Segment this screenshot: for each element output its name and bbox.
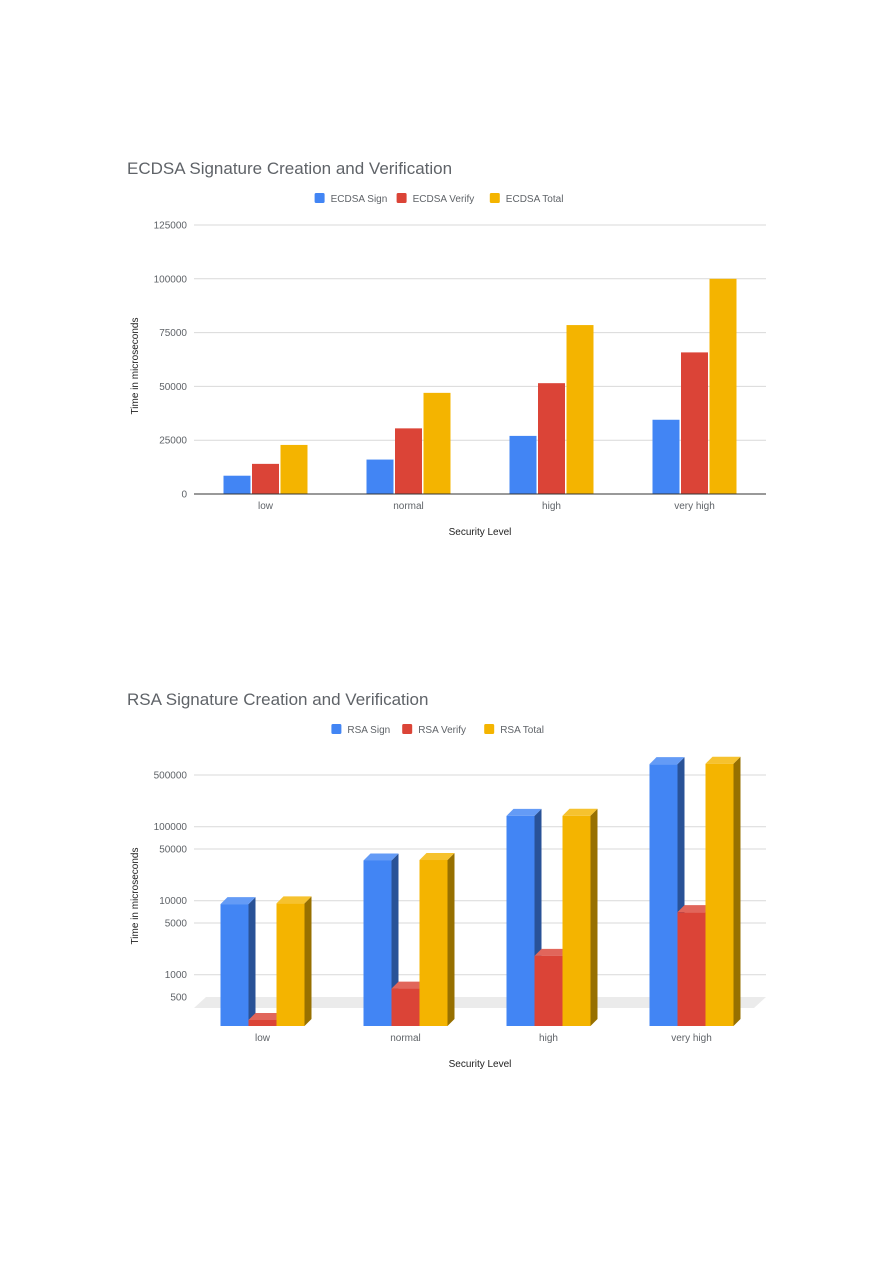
y-tick-label: 50000 xyxy=(159,845,187,856)
y-tick-label: 500000 xyxy=(154,771,188,782)
bar-top xyxy=(506,808,542,816)
legend-label: ECDSA Total xyxy=(506,194,564,205)
bar-side xyxy=(447,853,455,1026)
ecdsa-chart: ECDSA Signature Creation and Verificatio… xyxy=(0,140,893,560)
bar xyxy=(509,435,537,494)
bar-top xyxy=(248,1013,284,1020)
legend-swatch xyxy=(402,724,413,734)
bar-top xyxy=(705,756,741,764)
bar-top xyxy=(562,808,598,816)
bar xyxy=(223,475,251,494)
bar xyxy=(423,392,451,494)
chart-title: RSA Signature Creation and Verification xyxy=(127,690,428,709)
bar-top xyxy=(391,981,427,989)
x-tick-label: low xyxy=(255,1033,271,1044)
bar xyxy=(252,463,279,494)
bar-side xyxy=(304,896,312,1026)
bar xyxy=(363,860,392,1026)
bar xyxy=(709,278,737,494)
bar xyxy=(276,903,305,1026)
legend-label: ECDSA Verify xyxy=(413,194,475,205)
bar xyxy=(506,815,535,1026)
bar xyxy=(677,912,706,1026)
bar xyxy=(419,860,448,1026)
bar-top xyxy=(534,948,570,956)
bar-top xyxy=(220,897,256,905)
bar-top xyxy=(363,853,399,861)
rsa-chart-svg: RSA Signature Creation and Verification R… xyxy=(127,690,766,1070)
bar-side xyxy=(391,853,399,1026)
y-tick-label: 75000 xyxy=(159,328,187,339)
x-tick-label: very high xyxy=(674,501,715,512)
bar xyxy=(280,444,308,494)
legend-swatch xyxy=(314,193,325,203)
legend-swatch xyxy=(484,724,495,734)
bar xyxy=(681,352,708,494)
bar xyxy=(366,459,394,494)
x-axis-title: Security Level xyxy=(449,527,512,538)
bar xyxy=(538,383,565,494)
legend-label: RSA Sign xyxy=(347,725,390,736)
bar xyxy=(395,428,422,494)
y-tick-label: 100000 xyxy=(154,822,188,833)
bar-top xyxy=(649,757,685,765)
legend-swatch xyxy=(331,724,342,734)
bar xyxy=(220,904,249,1026)
bar xyxy=(652,419,680,494)
y-tick-label: 10000 xyxy=(159,896,187,907)
x-tick-label: very high xyxy=(671,1033,712,1044)
y-tick-label: 50000 xyxy=(159,382,187,393)
y-tick-label: 0 xyxy=(181,490,187,501)
bar xyxy=(649,764,678,1026)
legend-swatch xyxy=(396,193,407,203)
bar xyxy=(566,325,594,494)
y-tick-label: 25000 xyxy=(159,436,187,447)
y-tick-label: 500 xyxy=(170,993,187,1004)
bar-top xyxy=(276,896,312,904)
bar xyxy=(248,1020,277,1026)
x-tick-label: normal xyxy=(390,1033,421,1044)
y-tick-label: 5000 xyxy=(165,919,188,930)
bar-side xyxy=(590,808,598,1026)
bar xyxy=(534,955,563,1026)
x-axis-title: Security Level xyxy=(449,1059,512,1070)
legend-label: RSA Verify xyxy=(418,725,466,736)
y-tick-label: 125000 xyxy=(154,221,188,232)
bar xyxy=(705,763,734,1026)
bar-top xyxy=(677,905,713,913)
legend-label: ECDSA Sign xyxy=(331,194,388,205)
rsa-chart: RSA Signature Creation and Verification R… xyxy=(0,672,893,1092)
y-tick-label: 1000 xyxy=(165,970,188,981)
bar xyxy=(562,815,591,1026)
bar xyxy=(391,988,420,1026)
chart-title: ECDSA Signature Creation and Verificatio… xyxy=(127,159,452,178)
y-axis-title: Time in microseconds xyxy=(130,848,141,945)
y-tick-label: 100000 xyxy=(154,274,188,285)
floor-plane xyxy=(194,997,766,1008)
y-axis-title: Time in microseconds xyxy=(130,318,141,415)
ecdsa-chart-svg: ECDSA Signature Creation and Verificatio… xyxy=(127,159,766,538)
legend-label: RSA Total xyxy=(500,725,544,736)
x-tick-label: low xyxy=(258,501,274,512)
bar-side xyxy=(248,897,256,1026)
bar-top xyxy=(419,853,455,861)
x-tick-label: high xyxy=(542,501,561,512)
x-tick-label: high xyxy=(539,1033,558,1044)
bar-side xyxy=(733,756,741,1026)
legend-swatch xyxy=(489,193,500,203)
x-tick-label: normal xyxy=(393,501,424,512)
